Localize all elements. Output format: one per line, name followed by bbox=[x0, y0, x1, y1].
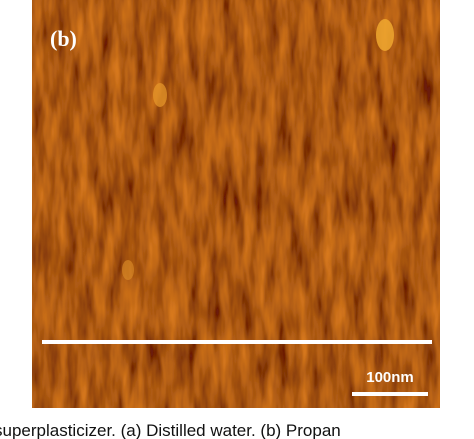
scale-bar-label: 100nm bbox=[366, 369, 414, 386]
panel-label: (b) bbox=[50, 26, 77, 51]
afm-image bbox=[32, 0, 440, 408]
caption: superplasticizer. (a) Distilled water. (… bbox=[0, 421, 341, 439]
